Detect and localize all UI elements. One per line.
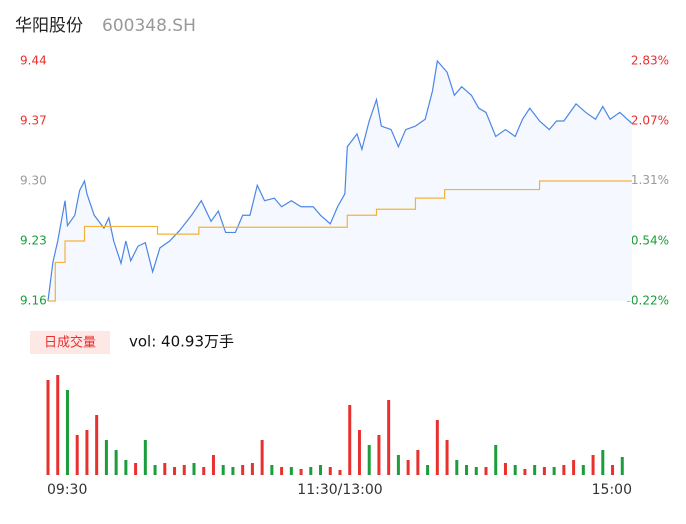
volume-bar (523, 469, 527, 475)
y2-tick-label: 1.31% (631, 173, 669, 187)
volume-bar (299, 469, 303, 475)
volume-bar (95, 415, 99, 475)
stock-code: 600348.SH (102, 16, 196, 36)
volume-bar (182, 465, 186, 475)
volume-bar (319, 465, 323, 475)
volume-bar (387, 400, 391, 475)
volume-bar (65, 390, 69, 475)
volume-bar (104, 440, 108, 475)
volume-bar (241, 465, 245, 475)
volume-bar (134, 463, 138, 475)
volume-bar (75, 435, 79, 475)
y2-tick-label: -0.22% (627, 294, 669, 308)
volume-bar (435, 420, 439, 475)
volume-bar (270, 465, 274, 475)
volume-bar (289, 467, 293, 475)
x-tick-label: 15:00 (592, 482, 632, 498)
volume-bar (348, 405, 352, 475)
price-line (47, 59, 633, 302)
volume-bar (124, 460, 128, 475)
volume-bar (192, 463, 196, 475)
y2-tick-label: 2.07% (631, 113, 669, 127)
price-area (48, 61, 632, 301)
volume-bar (581, 465, 585, 475)
volume-tag: 日成交量 (44, 335, 96, 351)
volume-bar (552, 467, 556, 475)
volume-bar (221, 465, 225, 475)
volume-bar (309, 467, 313, 475)
volume-bar (533, 465, 537, 475)
y-tick-label: 9.44 (20, 54, 47, 68)
volume-bar (85, 430, 89, 475)
volume-bar (542, 467, 546, 475)
x-tick-label: 11:30/13:00 (297, 482, 382, 498)
volume-bar (620, 457, 624, 475)
volume-bar (562, 465, 566, 475)
y-tick-label: 9.30 (20, 174, 47, 188)
volume-bar (601, 450, 605, 475)
volume-bar (367, 445, 371, 475)
volume-bar (377, 435, 381, 475)
y-tick-label: 9.37 (20, 114, 47, 128)
y-tick-label: 9.16 (20, 294, 47, 308)
volume-bar (474, 467, 478, 475)
volume-tag-bg (30, 331, 110, 354)
volume-bar (445, 440, 449, 475)
volume-bar (260, 440, 264, 475)
volume-bar (250, 463, 254, 475)
volume-bar (56, 375, 60, 475)
x-tick-label: 09:30 (47, 482, 87, 498)
volume-bar (328, 467, 332, 475)
volume-bar (484, 467, 488, 475)
volume-bar (513, 465, 517, 475)
volume-bar (572, 460, 576, 475)
volume-bar (202, 467, 206, 475)
volume-bar (591, 455, 595, 475)
volume-bar (611, 465, 615, 475)
y2-tick-label: 0.54% (631, 234, 669, 248)
volume-bar (406, 460, 410, 475)
volume-bar (338, 470, 342, 475)
volume-bar (280, 467, 284, 475)
average-line (48, 180, 632, 302)
volume-bar (211, 455, 215, 475)
volume-bar (153, 465, 157, 475)
volume-bar (231, 467, 235, 475)
volume-bar (163, 463, 167, 475)
y2-tick-label: 2.83% (631, 54, 669, 68)
volume-bar (465, 465, 469, 475)
volume-bar (114, 450, 118, 475)
volume-bar (426, 465, 430, 475)
volume-bar (173, 467, 177, 475)
volume-bar (357, 430, 361, 475)
volume-bar (416, 450, 420, 475)
volume-bar (455, 460, 459, 475)
volume-bar (46, 380, 50, 475)
volume-total: vol: 40.93万手 (129, 333, 234, 351)
volume-bar (143, 440, 147, 475)
volume-bar (494, 445, 498, 475)
y-tick-label: 9.23 (20, 234, 47, 248)
volume-bar (503, 463, 507, 475)
stock-name: 华阳股份 (15, 16, 83, 36)
volume-bar (396, 455, 400, 475)
